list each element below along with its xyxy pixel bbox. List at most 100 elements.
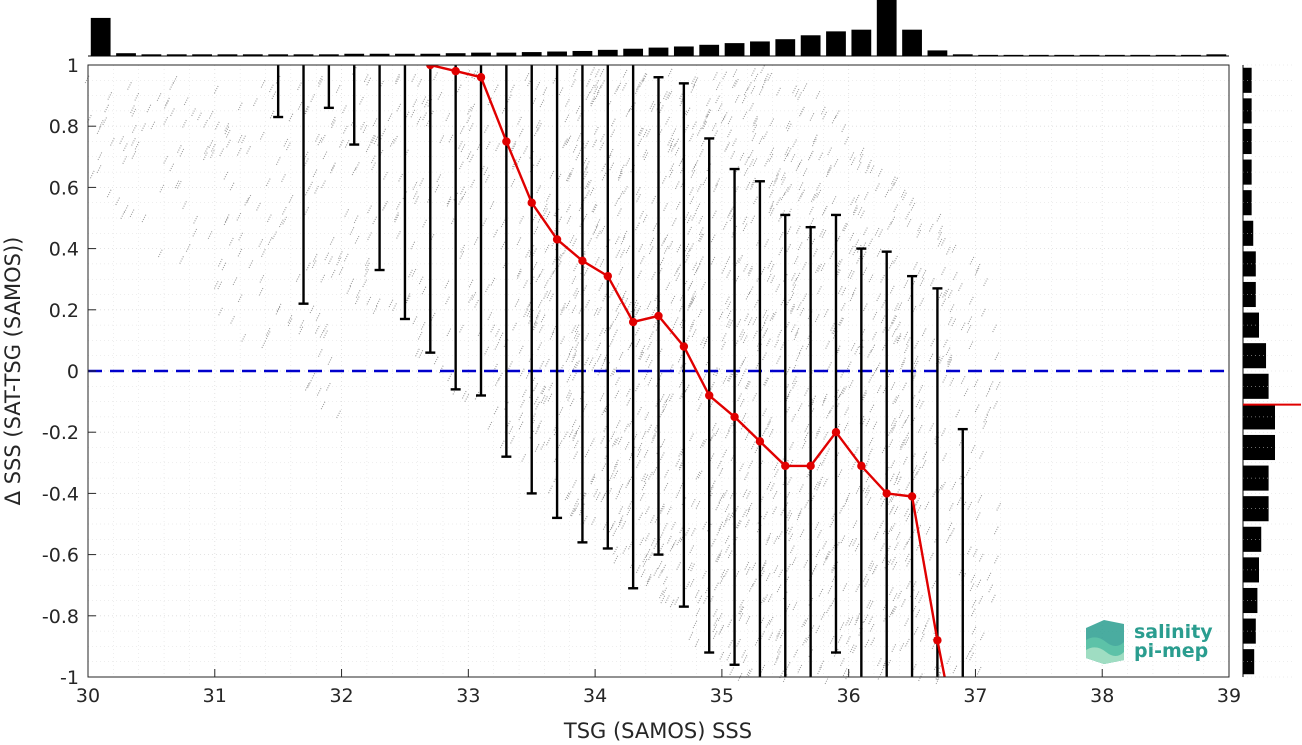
mean-marker <box>578 256 587 266</box>
mean-marker <box>907 492 917 501</box>
x-tick-label: 32 <box>329 685 353 707</box>
y-histogram-bar <box>1243 343 1267 369</box>
x-histogram-bar <box>1130 54 1151 56</box>
salinity-pi-mep-logo: salinity pi-mep <box>1086 620 1213 664</box>
x-histogram-bar <box>344 53 365 56</box>
x-tick-label: 30 <box>76 685 100 707</box>
bin-mean-line <box>426 65 946 677</box>
mean-marker <box>552 235 562 244</box>
x-tick-label: 38 <box>1090 685 1114 707</box>
logo-wave-icon <box>1086 620 1124 664</box>
x-histogram-bar <box>395 53 415 56</box>
mean-marker <box>781 461 790 471</box>
x-tick-label: 37 <box>963 685 987 707</box>
x-histogram-bar <box>445 53 466 56</box>
x-axis-ticks: 30 31 32 33 34 35 36 37 38 39 <box>76 669 1241 707</box>
x-tick-label: 39 <box>1217 685 1241 707</box>
x-histogram-bar <box>166 54 187 56</box>
x-histogram-bar <box>471 52 491 56</box>
x-histogram-bar <box>1054 54 1075 56</box>
mean-marker <box>831 428 841 437</box>
y-tick-label: 0.2 <box>49 300 79 322</box>
mean-marker <box>857 461 866 471</box>
y-axis-ticks: -1 -0.8 -0.6 -0.4 -0.2 0 0.2 0.4 0.6 0.8 1 <box>42 55 96 689</box>
mean-marker <box>476 73 486 82</box>
mean-marker <box>502 137 511 146</box>
x-histogram-bar <box>192 54 212 56</box>
x-tick-label: 33 <box>456 685 480 707</box>
x-histogram-bar <box>952 54 973 56</box>
y-histogram-bar <box>1243 220 1254 246</box>
x-histogram-bar <box>572 50 593 56</box>
mean-marker <box>654 311 663 321</box>
x-histogram-bar <box>1181 54 1201 56</box>
x-histogram-bar <box>597 49 618 56</box>
y-tick-label: -1 <box>60 667 79 689</box>
mean-marker <box>628 317 638 327</box>
mean-marker <box>451 66 460 76</box>
x-histogram-bar <box>851 29 872 56</box>
mean-marker <box>882 489 891 498</box>
mean-marker <box>933 636 942 645</box>
x-histogram-bar <box>242 54 263 56</box>
logo-line-2: pi-mep <box>1134 640 1208 662</box>
y-tick-label: -0.6 <box>42 545 79 567</box>
y-tick-label: 0.8 <box>49 116 79 138</box>
y-tick-label: -0.2 <box>42 422 79 444</box>
mean-marker <box>527 198 536 207</box>
y-tick-label: -0.4 <box>42 483 79 505</box>
x-histogram-bar <box>369 53 390 56</box>
y-histogram-bar <box>1243 526 1262 552</box>
x-histogram-bar <box>673 46 694 56</box>
x-histogram <box>88 0 1229 57</box>
x-histogram-bar <box>902 29 922 56</box>
x-tick-label: 35 <box>710 685 734 707</box>
x-histogram-bar <box>293 54 314 56</box>
x-histogram-bar <box>750 41 770 56</box>
x-histogram-bar <box>623 48 644 56</box>
x-histogram-bar <box>699 44 720 56</box>
x-histogram-bar <box>141 54 162 56</box>
mean-marker <box>679 342 689 351</box>
mean-line <box>427 65 946 677</box>
x-histogram-bar <box>268 54 289 56</box>
y-tick-label: 1 <box>67 55 79 77</box>
mean-marker <box>730 412 739 422</box>
x-tick-label: 31 <box>203 685 227 707</box>
x-histogram-bar <box>800 35 821 56</box>
x-histogram-bar <box>318 54 339 56</box>
y-histogram-bar <box>1243 281 1256 308</box>
mean-marker <box>426 65 435 70</box>
y-histogram-bar <box>1243 587 1258 614</box>
y-histogram-bar <box>1243 618 1256 644</box>
x-histogram-bar <box>648 47 669 56</box>
x-histogram-bar <box>1079 54 1100 56</box>
x-histogram-bar <box>521 52 542 56</box>
mean-marker <box>603 271 612 281</box>
mean-marker <box>806 461 815 471</box>
x-histogram-bar <box>1206 54 1227 56</box>
x-axis-title: TSG (SAMOS) SSS <box>563 719 752 743</box>
x-histogram-bar <box>547 51 567 56</box>
x-histogram-bar <box>1105 54 1125 56</box>
y-tick-label: 0 <box>67 361 79 383</box>
x-histogram-bar <box>724 43 745 56</box>
x-histogram-bar <box>1155 54 1176 56</box>
y-tick-label: 0.4 <box>49 239 79 261</box>
x-histogram-bar <box>90 17 111 57</box>
x-histogram-bar <box>876 0 897 56</box>
mean-marker <box>705 391 714 400</box>
x-histogram-bar <box>420 53 441 56</box>
x-histogram-bar <box>927 50 948 56</box>
x-histogram-bar <box>1028 54 1049 56</box>
mean-marker <box>755 437 765 446</box>
x-histogram-bar <box>826 31 846 56</box>
y-histogram-bar <box>1243 251 1256 277</box>
x-histogram-bar <box>217 54 238 56</box>
x-histogram-bar <box>1003 54 1024 56</box>
x-tick-label: 36 <box>837 685 861 707</box>
y-histogram-bar <box>1243 649 1255 675</box>
y-tick-label: 0.6 <box>49 177 79 199</box>
x-histogram-bar <box>496 52 517 56</box>
